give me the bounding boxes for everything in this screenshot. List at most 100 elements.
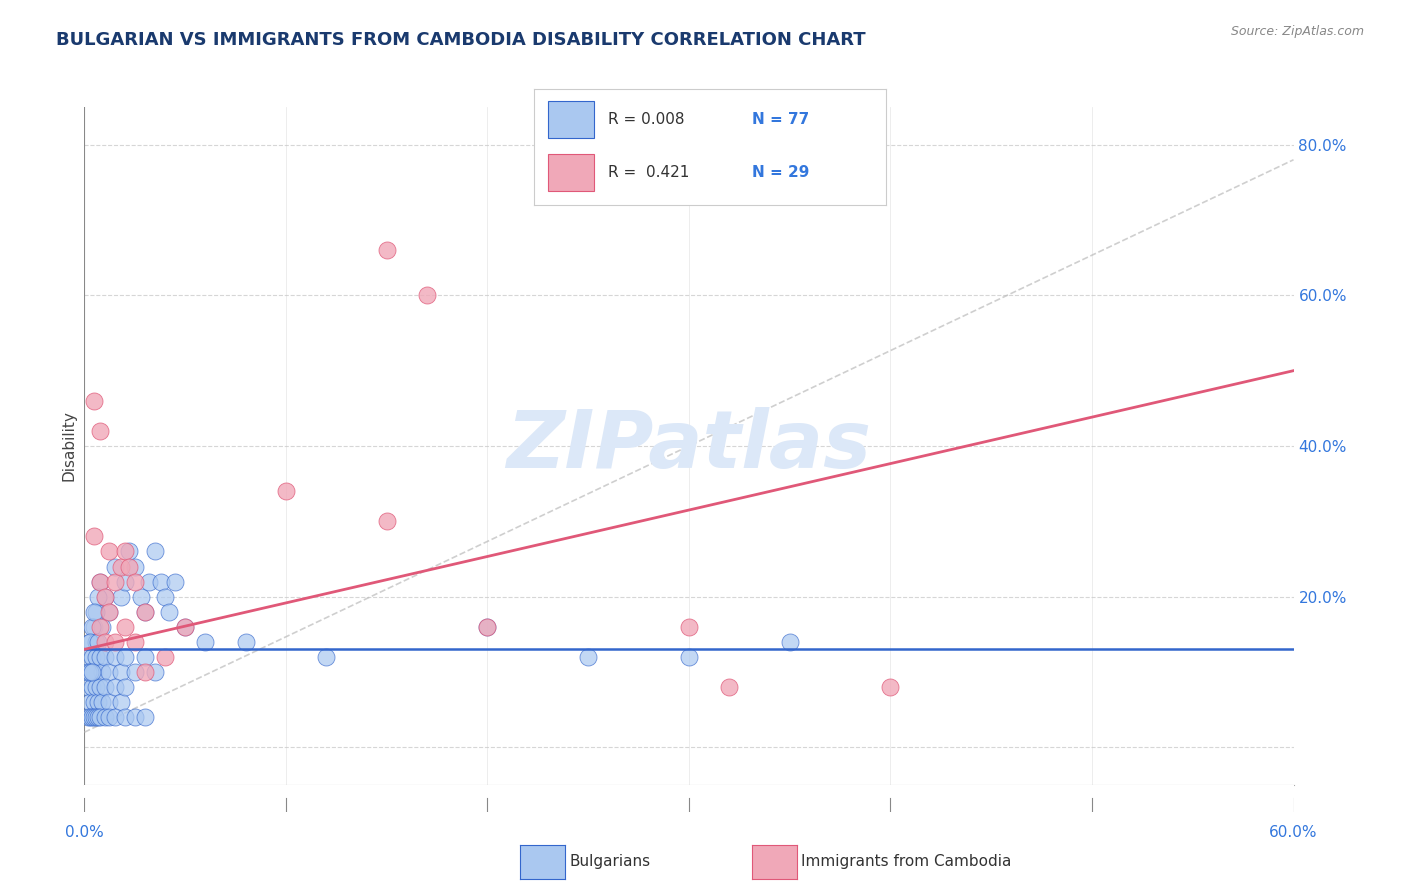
Point bbox=[104, 574, 127, 589]
Point bbox=[779, 635, 801, 649]
Text: 0.0%: 0.0% bbox=[65, 825, 104, 840]
Point bbox=[274, 484, 297, 499]
Point bbox=[114, 574, 136, 589]
Point bbox=[97, 544, 120, 558]
Bar bbox=[548, 154, 593, 191]
Point bbox=[83, 529, 105, 543]
Point bbox=[118, 544, 141, 558]
Point bbox=[83, 620, 105, 634]
Point bbox=[87, 635, 110, 649]
Point bbox=[124, 635, 146, 649]
Point bbox=[87, 695, 110, 709]
Point bbox=[97, 605, 120, 619]
Point bbox=[104, 649, 127, 664]
Point bbox=[91, 665, 114, 679]
Point bbox=[79, 695, 101, 709]
Point bbox=[134, 710, 156, 724]
Point bbox=[91, 620, 114, 634]
Point bbox=[97, 665, 120, 679]
Point bbox=[110, 559, 132, 574]
Point bbox=[89, 710, 111, 724]
Point bbox=[110, 590, 132, 604]
Point bbox=[86, 605, 108, 619]
Y-axis label: Disability: Disability bbox=[60, 410, 76, 482]
Point bbox=[134, 605, 156, 619]
Text: N = 77: N = 77 bbox=[752, 112, 810, 127]
Point bbox=[82, 710, 104, 724]
Point bbox=[143, 665, 166, 679]
Point bbox=[114, 544, 136, 558]
Point bbox=[375, 243, 398, 257]
Point bbox=[153, 649, 176, 664]
Point bbox=[89, 424, 111, 438]
Point bbox=[89, 680, 111, 694]
Point bbox=[118, 559, 141, 574]
Point bbox=[718, 680, 741, 694]
Point bbox=[149, 574, 172, 589]
Point bbox=[879, 680, 901, 694]
Point bbox=[77, 710, 100, 724]
Point bbox=[86, 680, 108, 694]
Point bbox=[134, 665, 156, 679]
Point bbox=[235, 635, 257, 649]
Point bbox=[194, 635, 217, 649]
Bar bbox=[548, 101, 593, 138]
Point bbox=[104, 559, 127, 574]
Point bbox=[576, 649, 599, 664]
Point bbox=[114, 620, 136, 634]
Point bbox=[124, 665, 146, 679]
Point bbox=[104, 635, 127, 649]
Point bbox=[93, 635, 115, 649]
Point bbox=[83, 710, 105, 724]
Point bbox=[174, 620, 197, 634]
Text: R = 0.008: R = 0.008 bbox=[609, 112, 685, 127]
Text: Bulgarians: Bulgarians bbox=[569, 855, 651, 869]
Point bbox=[124, 574, 146, 589]
Point bbox=[97, 710, 120, 724]
Point bbox=[89, 574, 111, 589]
Point bbox=[138, 574, 160, 589]
Point bbox=[82, 665, 104, 679]
Point bbox=[477, 620, 499, 634]
Point bbox=[174, 620, 197, 634]
Point bbox=[315, 649, 337, 664]
Text: 60.0%: 60.0% bbox=[1270, 825, 1317, 840]
Point bbox=[87, 590, 110, 604]
Point bbox=[134, 605, 156, 619]
Point bbox=[114, 680, 136, 694]
Point bbox=[83, 695, 105, 709]
Point bbox=[89, 620, 111, 634]
Point bbox=[97, 695, 120, 709]
Point bbox=[104, 680, 127, 694]
Text: ZIPatlas: ZIPatlas bbox=[506, 407, 872, 485]
Text: Immigrants from Cambodia: Immigrants from Cambodia bbox=[801, 855, 1012, 869]
Point bbox=[79, 710, 101, 724]
Point bbox=[124, 710, 146, 724]
Point bbox=[89, 574, 111, 589]
Point bbox=[86, 635, 108, 649]
Point bbox=[91, 695, 114, 709]
Point bbox=[678, 649, 700, 664]
Point bbox=[86, 710, 108, 724]
Text: Source: ZipAtlas.com: Source: ZipAtlas.com bbox=[1230, 25, 1364, 38]
Point bbox=[82, 649, 104, 664]
Point bbox=[89, 649, 111, 664]
Point bbox=[82, 680, 104, 694]
Point bbox=[86, 649, 108, 664]
Point bbox=[375, 514, 398, 528]
Point bbox=[165, 574, 187, 589]
Point bbox=[678, 620, 700, 634]
Point bbox=[93, 680, 115, 694]
Point bbox=[93, 590, 115, 604]
Point bbox=[153, 590, 176, 604]
Point bbox=[129, 590, 152, 604]
Point bbox=[114, 710, 136, 724]
Point bbox=[77, 680, 100, 694]
Text: R =  0.421: R = 0.421 bbox=[609, 165, 689, 180]
Point bbox=[82, 620, 104, 634]
Point bbox=[416, 288, 439, 302]
Point bbox=[93, 649, 115, 664]
Point bbox=[87, 710, 110, 724]
Point bbox=[124, 559, 146, 574]
Point bbox=[114, 649, 136, 664]
